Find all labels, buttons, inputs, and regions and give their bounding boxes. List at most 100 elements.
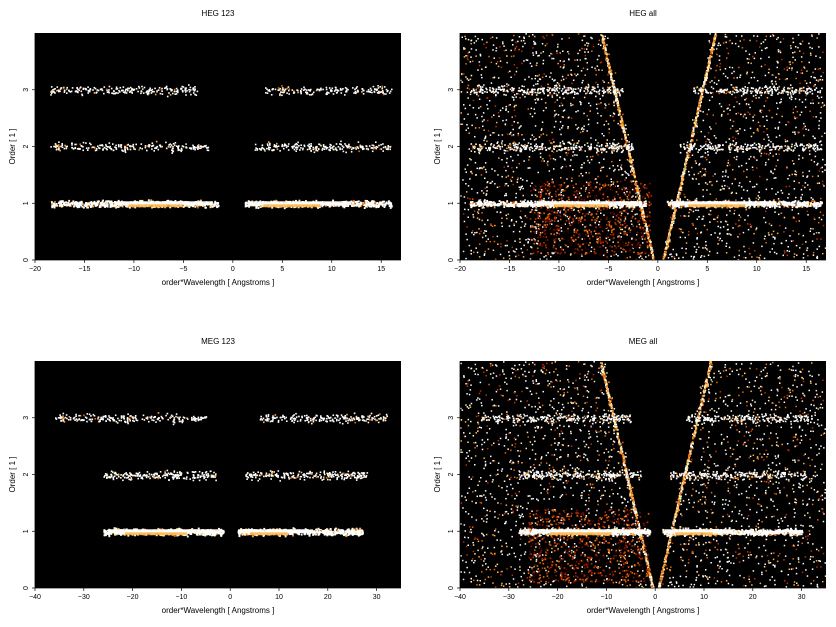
event-pixel bbox=[465, 76, 467, 78]
event-pixel bbox=[736, 155, 738, 158]
event-pixel bbox=[328, 87, 331, 89]
event-pixel bbox=[369, 205, 371, 208]
event-pixel bbox=[520, 40, 523, 42]
event-pixel bbox=[469, 178, 471, 180]
event-pixel bbox=[91, 202, 93, 205]
event-pixel bbox=[819, 67, 821, 70]
event-pixel bbox=[734, 96, 737, 99]
event-pixel bbox=[198, 204, 201, 207]
event-pixel bbox=[367, 89, 370, 91]
event-pixel bbox=[101, 88, 103, 90]
event-pixel bbox=[379, 201, 381, 204]
event-pixel bbox=[305, 91, 307, 93]
event-pixel bbox=[711, 96, 713, 98]
event-pixel bbox=[471, 231, 473, 234]
event-pixel bbox=[354, 146, 357, 149]
event-pixel bbox=[330, 144, 332, 147]
event-pixel bbox=[805, 82, 808, 85]
event-pixel bbox=[809, 230, 811, 232]
event-pixel bbox=[797, 34, 800, 36]
event-pixel bbox=[762, 116, 764, 118]
event-pixel bbox=[95, 203, 98, 206]
event-pixel bbox=[699, 98, 702, 100]
event-pixel bbox=[512, 250, 515, 252]
event-pixel bbox=[332, 204, 334, 207]
event-pixel bbox=[819, 167, 822, 170]
event-pixel bbox=[64, 204, 67, 206]
event-pixel bbox=[476, 192, 479, 194]
event-pixel bbox=[197, 148, 199, 150]
event-pixel bbox=[607, 62, 609, 65]
event-pixel bbox=[570, 117, 573, 119]
event-pixel bbox=[751, 90, 754, 93]
event-pixel bbox=[360, 146, 362, 149]
event-pixel bbox=[794, 117, 796, 120]
event-pixel bbox=[475, 87, 478, 90]
event-pixel bbox=[354, 201, 357, 203]
event-pixel bbox=[569, 165, 572, 167]
event-pixel bbox=[360, 203, 362, 206]
event-pixel bbox=[611, 85, 614, 88]
event-pixel bbox=[107, 200, 110, 203]
event-pixel bbox=[202, 146, 205, 148]
event-pixel bbox=[588, 172, 590, 174]
event-pixel bbox=[344, 87, 347, 89]
event-pixel bbox=[802, 175, 804, 177]
event-pixel bbox=[512, 89, 515, 91]
event-pixel bbox=[465, 129, 467, 131]
event-pixel bbox=[640, 210, 643, 212]
event-pixel bbox=[776, 38, 778, 40]
event-pixel bbox=[663, 254, 666, 257]
event-pixel bbox=[780, 212, 783, 214]
event-pixel bbox=[510, 131, 512, 134]
event-pixel bbox=[77, 91, 79, 94]
event-pixel bbox=[70, 90, 73, 93]
event-pixel bbox=[511, 124, 513, 126]
event-pixel bbox=[193, 146, 196, 148]
event-pixel bbox=[344, 143, 346, 145]
event-pixel bbox=[748, 103, 750, 106]
event-pixel bbox=[617, 122, 619, 125]
event-pixel bbox=[799, 42, 801, 45]
event-pixel bbox=[803, 67, 806, 69]
event-pixel bbox=[494, 258, 497, 261]
event-pixel bbox=[478, 218, 481, 221]
event-pixel bbox=[516, 67, 518, 69]
event-pixel bbox=[385, 201, 388, 204]
event-pixel bbox=[506, 217, 508, 220]
event-pixel bbox=[563, 64, 565, 66]
event-pixel bbox=[570, 209, 572, 212]
event-pixel bbox=[602, 36, 605, 39]
event-pixel bbox=[73, 202, 76, 205]
event-pixel bbox=[517, 93, 520, 95]
event-pixel bbox=[521, 134, 523, 136]
event-pixel bbox=[811, 175, 814, 178]
event-pixel bbox=[537, 223, 540, 226]
event-pixel bbox=[187, 205, 190, 208]
event-pixel bbox=[148, 144, 151, 146]
event-pixel bbox=[692, 224, 694, 226]
event-pixel bbox=[816, 164, 818, 166]
event-pixel bbox=[164, 206, 167, 209]
event-pixel bbox=[172, 145, 174, 148]
event-pixel bbox=[533, 43, 536, 45]
event-pixel bbox=[672, 248, 674, 251]
event-pixel bbox=[466, 57, 469, 59]
event-pixel bbox=[555, 251, 557, 253]
event-pixel bbox=[213, 205, 215, 207]
event-pixel bbox=[776, 102, 778, 104]
event-pixel bbox=[553, 80, 555, 82]
event-pixel bbox=[696, 218, 698, 220]
event-pixel bbox=[786, 78, 788, 80]
event-pixel bbox=[592, 45, 595, 48]
event-pixel bbox=[793, 253, 796, 255]
event-pixel bbox=[717, 225, 719, 228]
event-pixel bbox=[595, 178, 597, 180]
event-pixel bbox=[729, 39, 731, 42]
event-pixel bbox=[717, 243, 719, 245]
event-pixel bbox=[200, 147, 202, 150]
event-pixel bbox=[708, 99, 711, 102]
event-pixel bbox=[103, 202, 105, 205]
event-pixel bbox=[464, 35, 466, 38]
event-pixel bbox=[727, 162, 729, 164]
